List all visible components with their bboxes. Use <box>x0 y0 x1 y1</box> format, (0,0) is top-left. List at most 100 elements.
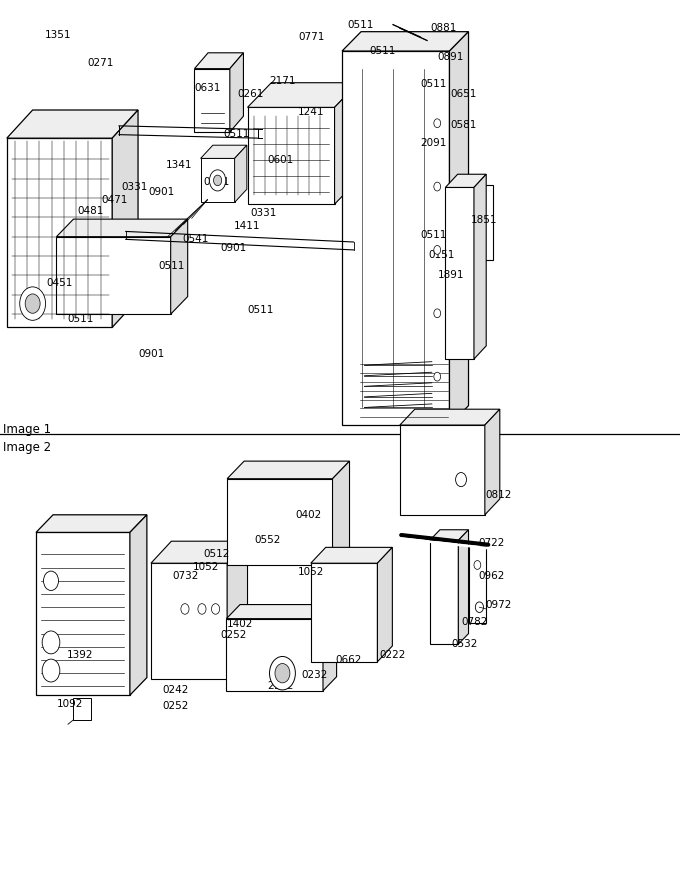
Text: 0552: 0552 <box>254 535 280 546</box>
Text: 0511: 0511 <box>370 46 396 56</box>
Text: 0662: 0662 <box>336 655 362 665</box>
Polygon shape <box>430 540 458 644</box>
Polygon shape <box>400 425 485 515</box>
Text: 0891: 0891 <box>437 52 463 62</box>
Text: 0532: 0532 <box>452 639 477 649</box>
Circle shape <box>209 170 226 191</box>
Text: 0962: 0962 <box>479 570 505 581</box>
Text: 0481: 0481 <box>78 206 103 216</box>
Polygon shape <box>311 547 392 563</box>
Text: 0271: 0271 <box>88 58 114 69</box>
Polygon shape <box>56 219 188 237</box>
Text: 1092: 1092 <box>57 699 83 709</box>
Polygon shape <box>445 187 474 359</box>
Circle shape <box>475 602 483 612</box>
Text: 0511: 0511 <box>421 78 447 89</box>
Polygon shape <box>201 145 247 158</box>
Polygon shape <box>194 53 243 69</box>
Text: 0901: 0901 <box>149 187 175 197</box>
Text: 1851: 1851 <box>471 215 497 225</box>
Bar <box>234 488 326 552</box>
Text: 0782: 0782 <box>462 617 488 627</box>
Polygon shape <box>449 32 469 425</box>
Text: 1392: 1392 <box>67 649 93 660</box>
Text: 0771: 0771 <box>299 32 324 42</box>
Text: 2171: 2171 <box>269 76 295 86</box>
Polygon shape <box>248 107 335 204</box>
Text: 0331: 0331 <box>251 208 277 218</box>
Polygon shape <box>130 515 147 695</box>
Bar <box>75 259 131 303</box>
Circle shape <box>269 656 295 690</box>
Polygon shape <box>36 532 130 695</box>
Bar <box>359 346 437 416</box>
Polygon shape <box>430 530 469 540</box>
Text: 0461: 0461 <box>203 177 229 187</box>
Circle shape <box>456 473 466 487</box>
Polygon shape <box>227 541 248 679</box>
Text: 0402: 0402 <box>295 510 321 520</box>
Polygon shape <box>377 547 392 662</box>
Circle shape <box>42 631 60 654</box>
Text: 0812: 0812 <box>486 489 511 500</box>
Circle shape <box>434 372 441 381</box>
Circle shape <box>434 246 441 254</box>
Text: 0511: 0511 <box>248 304 273 315</box>
Polygon shape <box>485 409 500 515</box>
Text: 0901: 0901 <box>220 243 246 253</box>
Text: 0881: 0881 <box>431 23 457 33</box>
Text: 0511: 0511 <box>224 128 250 139</box>
Text: 0541: 0541 <box>183 234 209 245</box>
Text: 1411: 1411 <box>234 221 260 231</box>
Text: 0651: 0651 <box>451 89 477 99</box>
Text: 1052: 1052 <box>193 561 219 572</box>
Text: 0252: 0252 <box>220 630 246 641</box>
Circle shape <box>434 182 441 191</box>
Circle shape <box>198 604 206 614</box>
Text: 0471: 0471 <box>101 194 127 205</box>
Polygon shape <box>56 237 171 314</box>
Text: 0901: 0901 <box>139 348 165 359</box>
Text: 1241: 1241 <box>299 106 324 117</box>
Circle shape <box>20 287 46 320</box>
Polygon shape <box>7 110 138 138</box>
Text: 0222: 0222 <box>380 649 406 660</box>
Polygon shape <box>235 145 247 202</box>
Polygon shape <box>230 53 243 132</box>
Polygon shape <box>342 32 469 51</box>
Text: 0511: 0511 <box>347 19 373 30</box>
Polygon shape <box>226 605 337 619</box>
Polygon shape <box>335 83 358 204</box>
Polygon shape <box>400 409 500 425</box>
Bar <box>73 698 91 720</box>
Bar <box>412 442 431 499</box>
Circle shape <box>42 659 60 682</box>
Polygon shape <box>227 479 333 565</box>
Text: 0331: 0331 <box>122 181 148 192</box>
Text: 1052: 1052 <box>299 567 324 577</box>
Polygon shape <box>248 83 358 107</box>
Bar <box>469 546 486 623</box>
Polygon shape <box>151 541 248 563</box>
Circle shape <box>275 664 290 683</box>
Text: 0511: 0511 <box>159 260 185 271</box>
Polygon shape <box>445 174 486 187</box>
Text: 0511: 0511 <box>67 313 93 324</box>
Text: 0732: 0732 <box>173 570 199 581</box>
Text: 0631: 0631 <box>194 83 220 93</box>
Polygon shape <box>36 515 147 532</box>
Polygon shape <box>194 69 230 132</box>
Polygon shape <box>333 461 350 565</box>
Circle shape <box>44 571 58 590</box>
Text: 0581: 0581 <box>451 120 477 130</box>
Polygon shape <box>474 174 486 359</box>
Bar <box>451 77 466 187</box>
Circle shape <box>181 604 189 614</box>
Text: 0511: 0511 <box>421 230 447 240</box>
Text: 0451: 0451 <box>47 278 73 289</box>
Circle shape <box>211 604 220 614</box>
Circle shape <box>434 119 441 128</box>
Text: 0512: 0512 <box>203 549 229 560</box>
Text: 0151: 0151 <box>429 250 455 260</box>
Bar <box>156 652 167 666</box>
